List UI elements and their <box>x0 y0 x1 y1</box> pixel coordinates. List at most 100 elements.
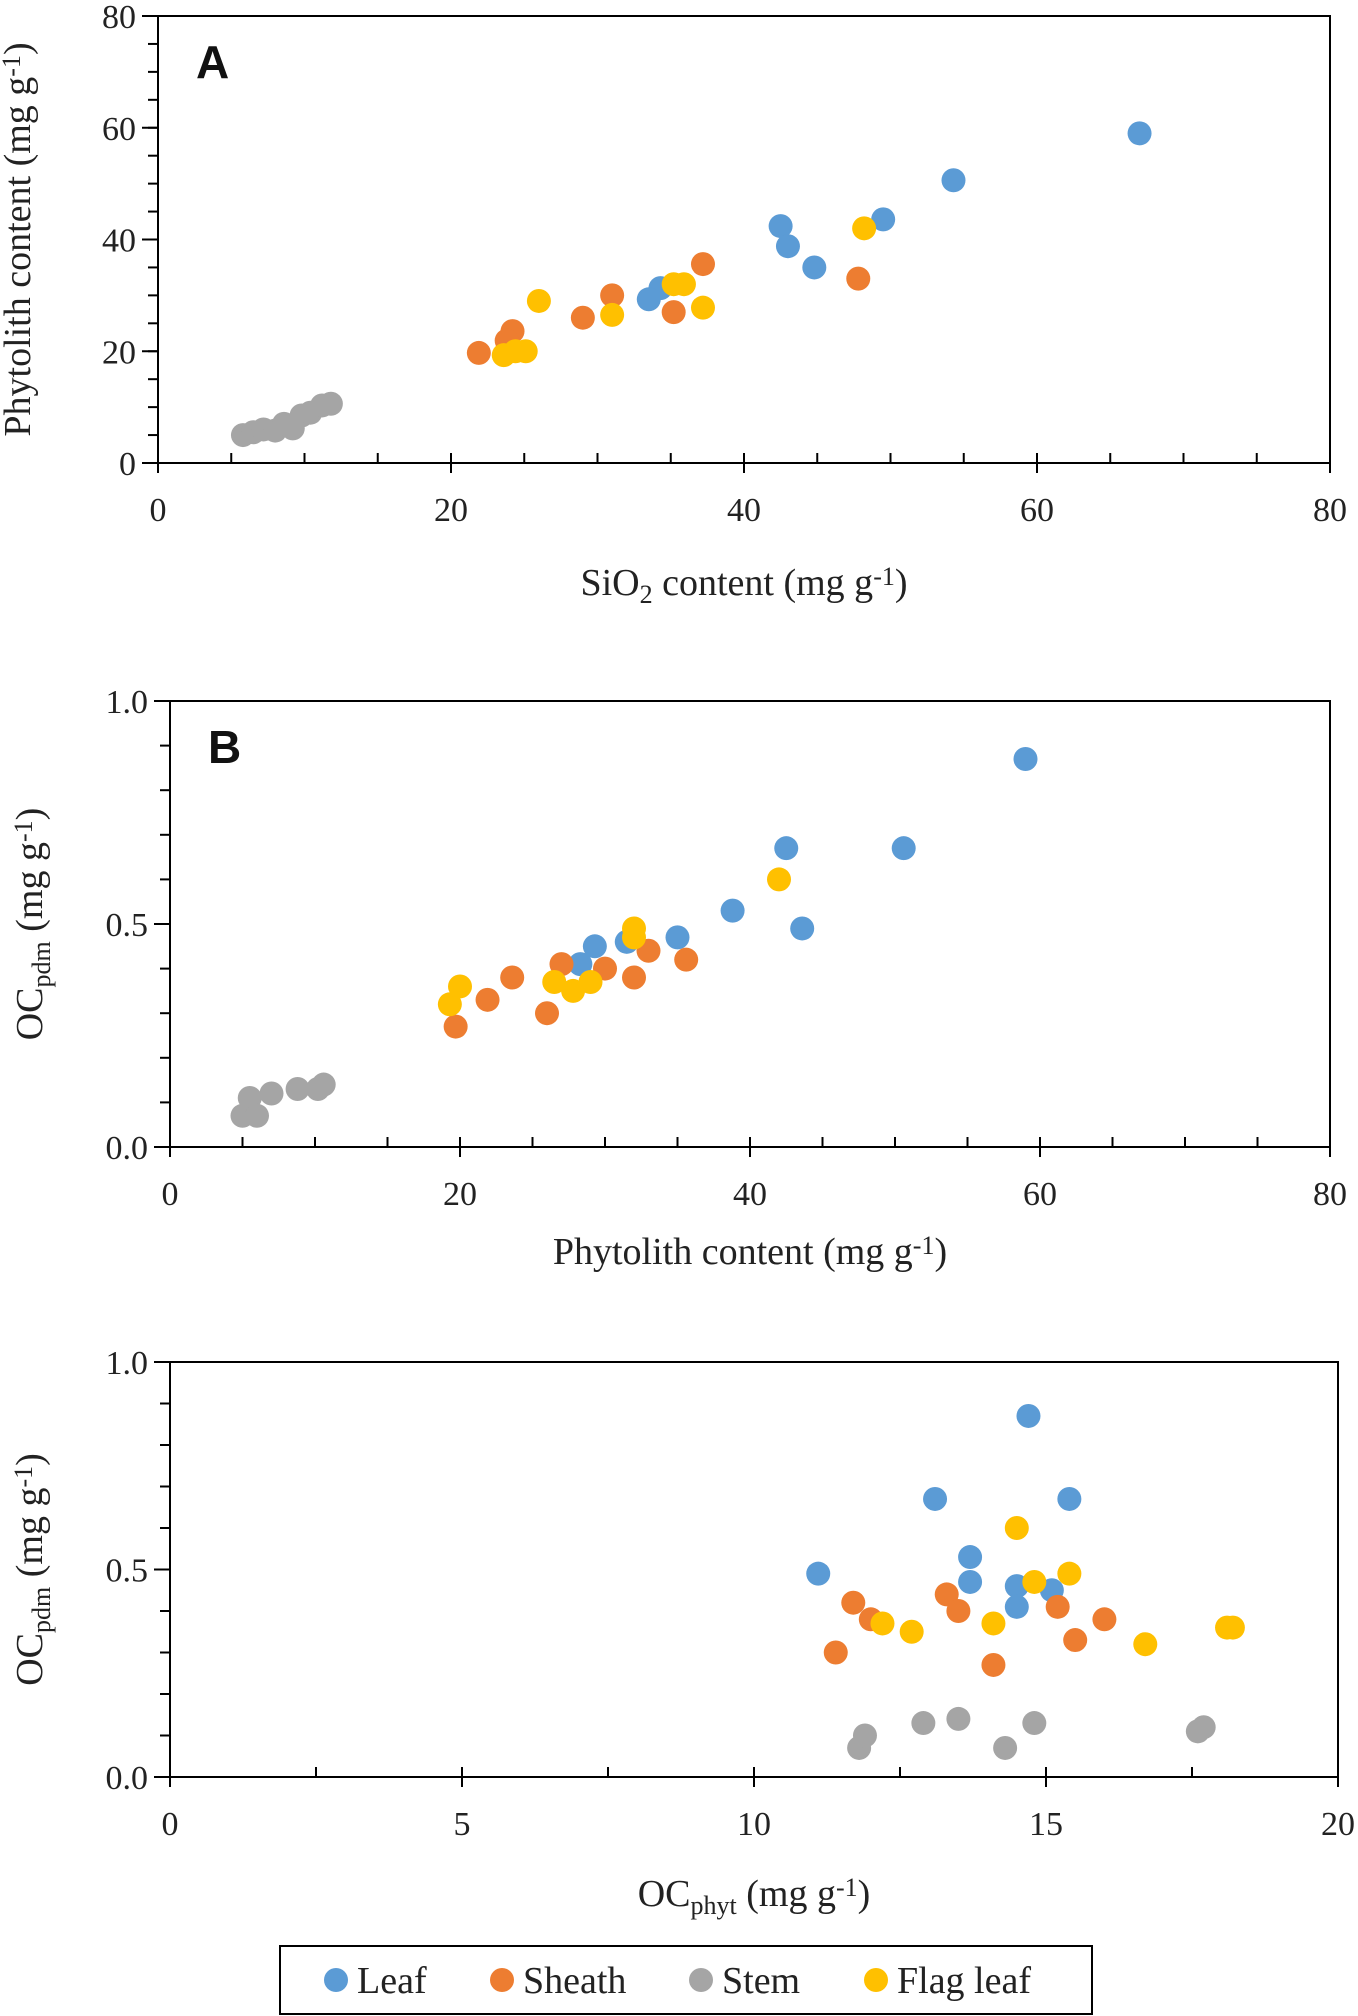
data-point-flag <box>622 925 646 950</box>
legend-item-stem: Stem <box>689 1960 800 2002</box>
y-axis-title-b-main: OC <box>9 987 51 1040</box>
y-axis-title-c-sub: pdm <box>27 1587 56 1633</box>
data-point-sheath <box>846 266 871 291</box>
data-point-sheath <box>475 987 500 1012</box>
y-axis-title-a-end: ) <box>0 42 39 55</box>
data-point-sheath <box>1045 1594 1070 1619</box>
data-point-flag <box>578 969 603 994</box>
y-axis-title-a-sup: -1 <box>0 55 26 77</box>
data-point-sheath <box>622 965 646 990</box>
data-point-leaf <box>775 234 800 259</box>
legend-marker-stem <box>689 1968 713 1992</box>
data-point-sheath <box>600 283 625 308</box>
data-point-flag <box>870 1611 895 1636</box>
data-point-sheath <box>674 947 699 972</box>
y-axis-title-c-end: ) <box>9 1453 51 1466</box>
data-point-sheath <box>1092 1607 1117 1632</box>
y-axis-title-c-sup: -1 <box>9 1466 38 1488</box>
data-point-leaf <box>774 836 799 861</box>
x-axis-title-c-rest: (mg g <box>737 1873 836 1915</box>
y-axis-title-b-end: ) <box>9 808 51 821</box>
y-tick-label-c: 1.0 <box>106 1345 149 1382</box>
data-point-flag <box>1022 1569 1047 1594</box>
data-point-flag <box>981 1611 1006 1636</box>
data-point-stem <box>318 391 343 416</box>
data-point-leaf <box>1127 121 1152 146</box>
panel-label-a: A <box>196 36 229 88</box>
data-point-sheath <box>443 1014 468 1039</box>
data-point-leaf <box>720 898 745 923</box>
x-tick-label-c: 5 <box>454 1806 471 1843</box>
legend-item-sheath: Sheath <box>490 1960 626 2002</box>
data-point-flag <box>852 216 877 241</box>
y-axis-title-b-sub: pdm <box>27 941 56 987</box>
data-point-sheath <box>841 1590 866 1615</box>
data-point-stem <box>946 1706 971 1731</box>
x-axis-title-b-end: ) <box>934 1231 947 1273</box>
data-point-leaf <box>1016 1403 1041 1428</box>
data-point-flag <box>513 339 538 364</box>
x-tick-label-c: 15 <box>1029 1806 1063 1843</box>
data-point-stem <box>911 1711 936 1736</box>
x-tick-label-c: 10 <box>737 1806 771 1843</box>
data-point-sheath <box>981 1652 1006 1677</box>
data-point-leaf <box>768 214 793 239</box>
legend-label-sheath: Sheath <box>523 1960 626 2002</box>
data-point-flag <box>767 867 791 892</box>
data-point-sheath <box>661 300 686 325</box>
y-tick-label-b: 0.5 <box>106 907 149 944</box>
data-point-flag <box>1220 1615 1245 1640</box>
y-axis-title-c-main: OC <box>9 1633 51 1686</box>
x-axis-title-c: OCphyt (mg g-1) <box>638 1873 871 1920</box>
x-axis-title-a-sup: -1 <box>873 562 895 591</box>
x-tick-label-a: 40 <box>727 492 761 529</box>
x-axis-title-c-main: OC <box>638 1873 691 1915</box>
y-tick-label-c: 0.0 <box>106 1760 149 1797</box>
data-point-leaf <box>1004 1594 1029 1619</box>
data-point-leaf <box>582 934 607 959</box>
y-tick-label-a: 0 <box>119 446 136 483</box>
data-point-flag <box>671 272 696 297</box>
data-point-leaf <box>802 255 827 280</box>
data-point-sheath <box>500 965 525 990</box>
data-point-leaf <box>958 1545 983 1570</box>
data-point-leaf <box>636 287 661 312</box>
data-point-sheath <box>535 1001 559 1026</box>
x-tick-label-a: 60 <box>1020 492 1054 529</box>
y-axis-title-c-rest: (mg g <box>9 1488 51 1587</box>
data-point-stem <box>1022 1711 1047 1736</box>
x-axis-title-c-end: ) <box>858 1873 871 1915</box>
legend-marker-sheath <box>490 1968 514 1992</box>
x-axis-title-a-sub: 2 <box>640 580 653 609</box>
legend-box <box>279 1945 1093 2015</box>
data-point-stem <box>285 1077 310 1102</box>
y-axis-title-b-rest: (mg g <box>9 842 51 941</box>
data-point-leaf <box>1013 746 1038 771</box>
x-axis-title-b-sup: -1 <box>913 1231 935 1260</box>
chart-panel-b: 0 20 40 60 80 0.0 0.5 1.0 Phytolith content (mg … <box>9 684 1347 1273</box>
y-axis-title-b-sup: -1 <box>9 820 38 842</box>
x-tick-label-c: 0 <box>162 1806 179 1843</box>
data-point-stem <box>259 1081 284 1106</box>
data-point-stem <box>993 1735 1018 1760</box>
legend-item-leaf: Leaf <box>324 1960 427 2002</box>
y-tick-label-b: 0.0 <box>106 1130 149 1167</box>
x-axis-title-a-main: SiO <box>580 562 639 604</box>
data-point-flag <box>690 295 715 320</box>
y-tick-label-a: 80 <box>102 0 136 36</box>
data-point-leaf <box>891 836 916 861</box>
y-axis-title-b: OCpdm (mg g-1) <box>9 808 56 1041</box>
legend-label-stem: Stem <box>722 1960 800 2002</box>
data-point-flag <box>1057 1561 1082 1586</box>
data-point-sheath <box>823 1640 848 1665</box>
data-point-sheath <box>934 1582 959 1607</box>
data-point-flag <box>600 302 625 327</box>
data-point-flag <box>542 969 567 994</box>
data-point-flag <box>448 974 472 999</box>
legend-label-leaf: Leaf <box>357 1960 427 2002</box>
y-tick-label-c: 0.5 <box>106 1553 149 1590</box>
x-tick-label-b: 20 <box>443 1176 477 1213</box>
